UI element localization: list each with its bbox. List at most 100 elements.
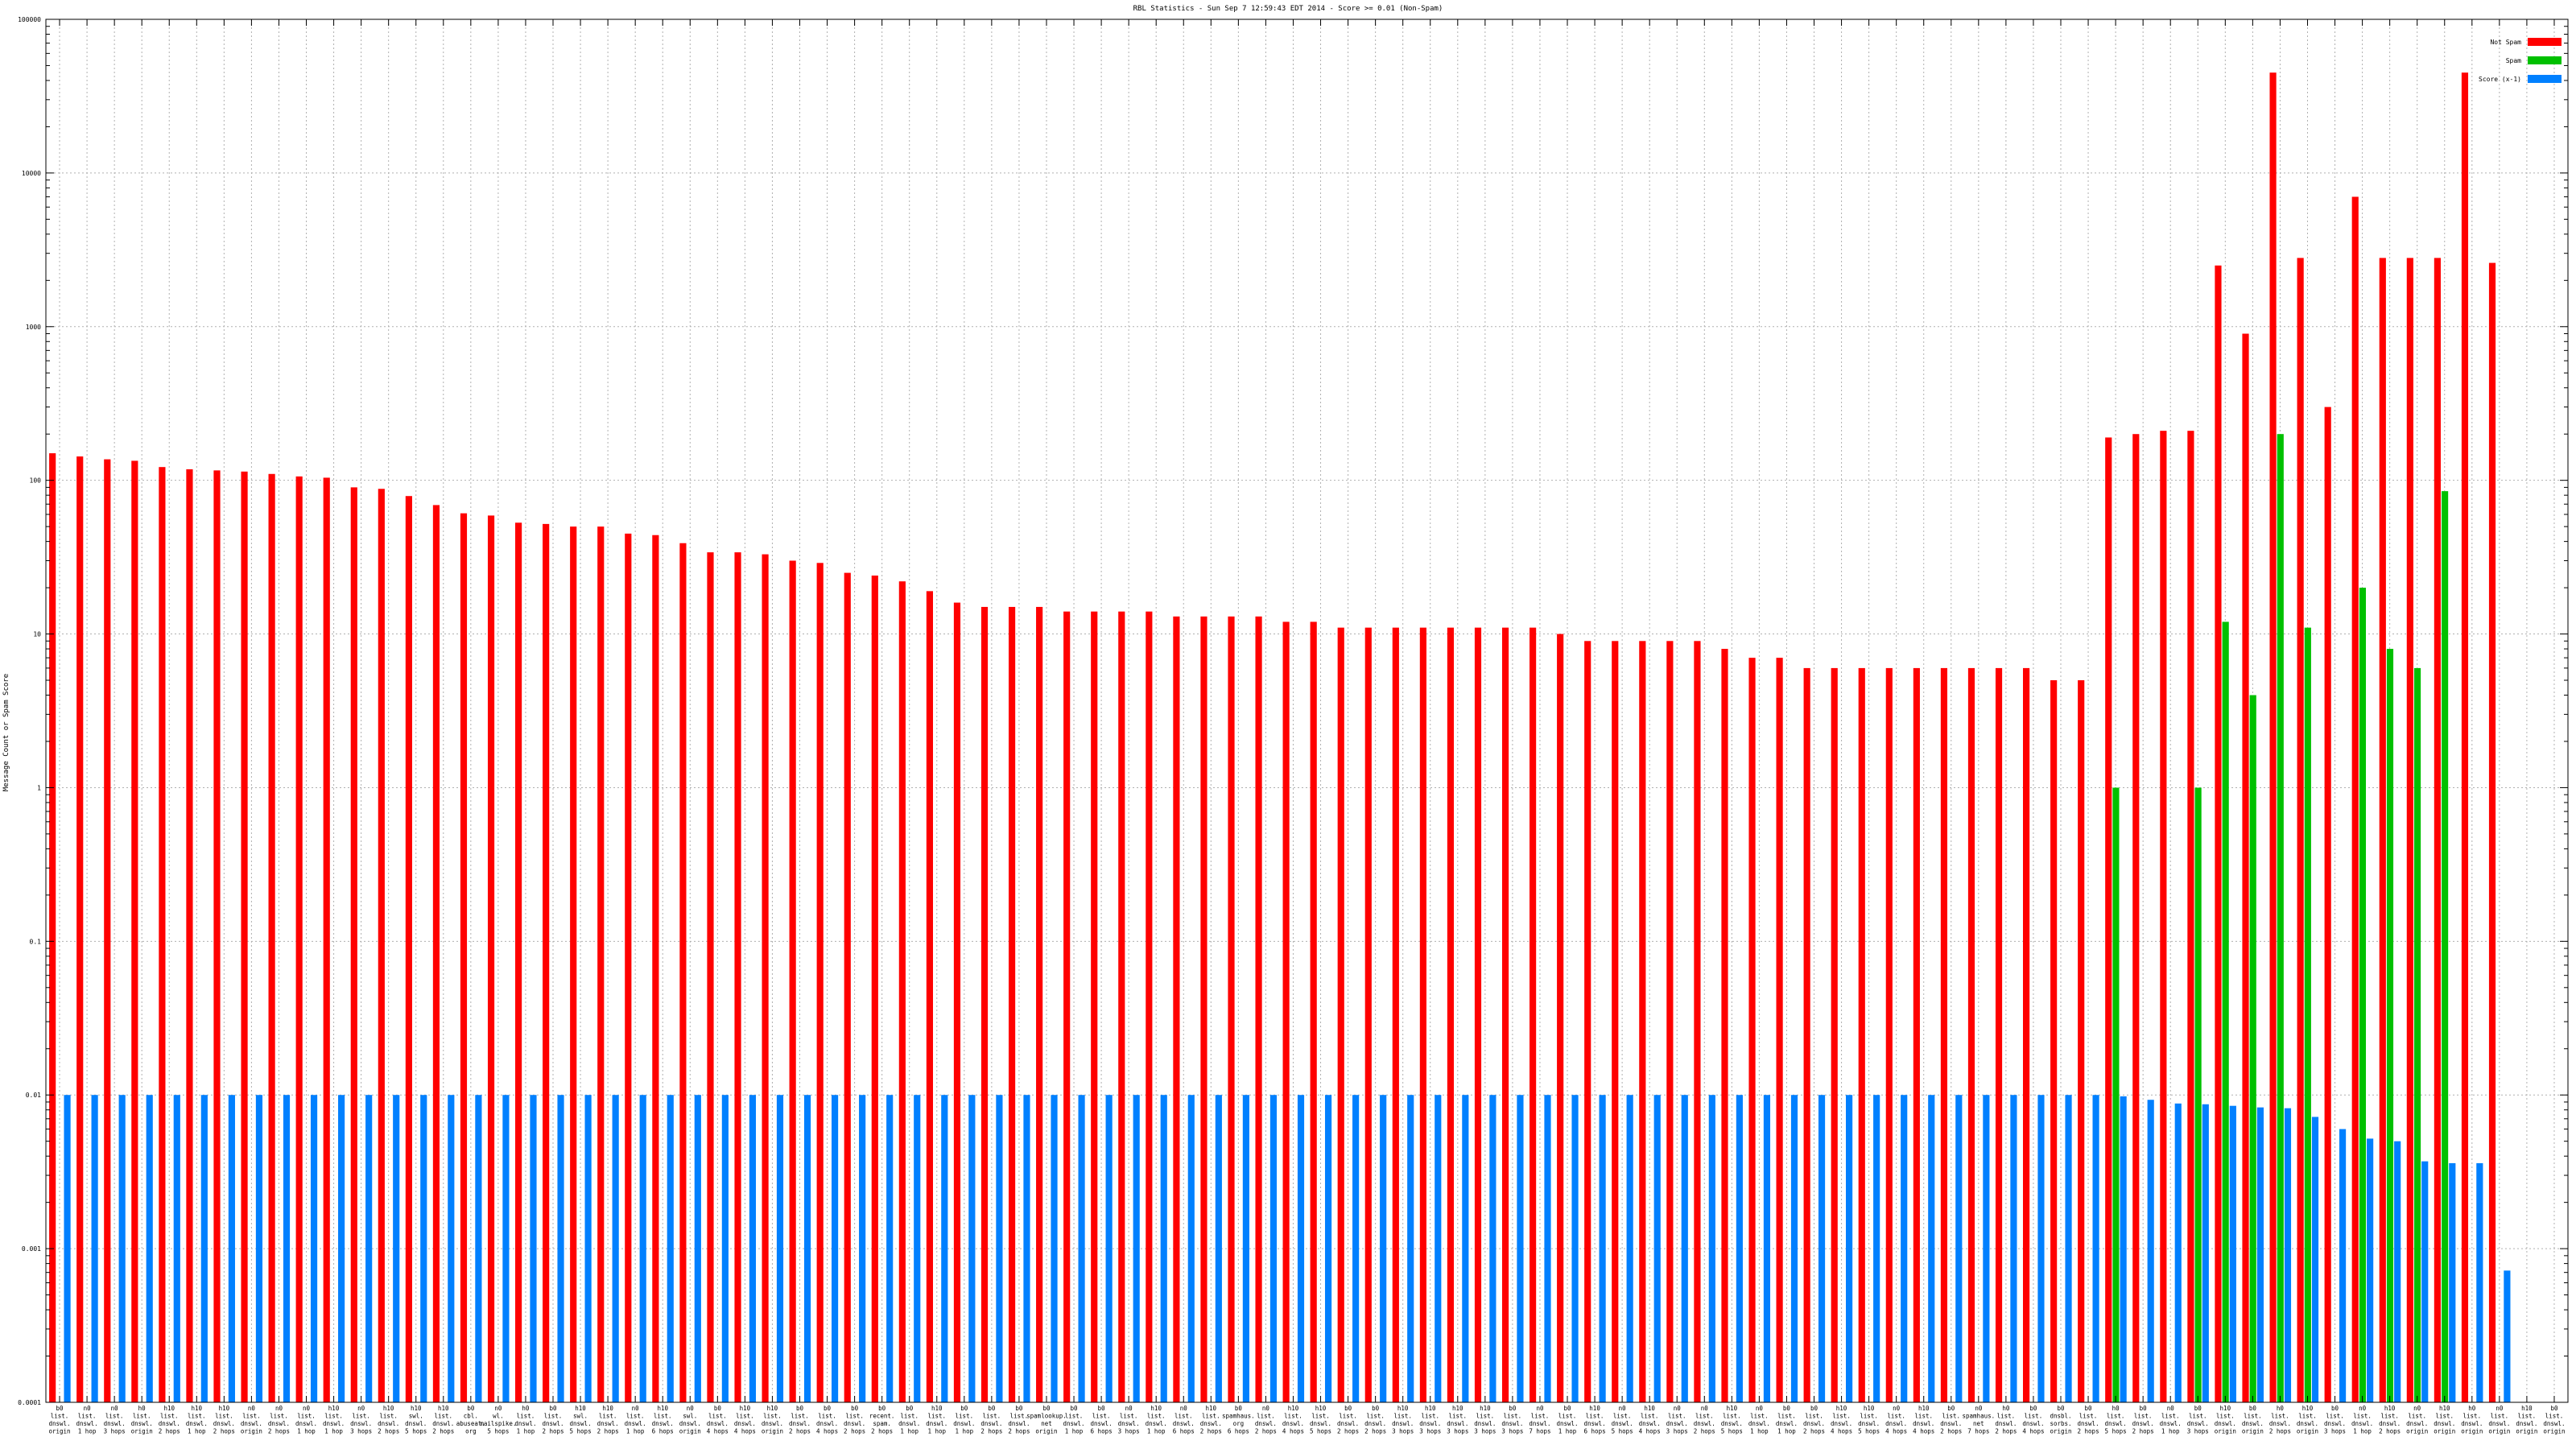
- x-tick-label: dnswl.: [295, 1420, 317, 1427]
- bar-score-x-1: [968, 1095, 976, 1402]
- bar-score-x-1: [1763, 1095, 1771, 1402]
- bar-score-x-1: [2092, 1095, 2099, 1402]
- x-tick-label: 2 hops: [844, 1428, 865, 1435]
- x-tick-label: dnsbl.: [2050, 1413, 2071, 1420]
- bar-not-spam: [159, 467, 166, 1402]
- x-tick-label: n0: [1536, 1405, 1544, 1412]
- bar-score-x-1: [1407, 1095, 1414, 1402]
- x-tick-label: dnswl.: [1173, 1420, 1195, 1427]
- x-tick-label: list.: [2463, 1413, 2482, 1420]
- bar-score-x-1: [228, 1095, 235, 1402]
- bar-not-spam: [1392, 627, 1399, 1402]
- bar-not-spam: [597, 526, 605, 1403]
- x-tick-label: 2 hops: [1008, 1428, 1030, 1435]
- x-tick-label: 2 hops: [1940, 1428, 1962, 1435]
- x-tick-label: 2 hops: [1255, 1428, 1277, 1435]
- x-tick-label: 2 hops: [1337, 1428, 1359, 1435]
- bar-score-x-1: [420, 1095, 427, 1402]
- bar-score-x-1: [1023, 1095, 1030, 1402]
- x-tick-label: n0: [248, 1405, 256, 1412]
- x-tick-label: b0: [549, 1405, 557, 1412]
- bar-score-x-1: [91, 1095, 98, 1402]
- bar-not-spam: [734, 552, 741, 1403]
- x-tick-label: dnswl.: [514, 1420, 536, 1427]
- x-tick-label: h10: [2220, 1405, 2231, 1412]
- x-tick-label: h10: [657, 1405, 668, 1412]
- bar-not-spam: [295, 476, 303, 1402]
- x-tick-label: 3 hops: [1447, 1428, 1468, 1435]
- x-tick-label: 4 hops: [1885, 1428, 1907, 1435]
- x-tick-label: list.: [2380, 1413, 2399, 1420]
- bar-score-x-1: [1352, 1095, 1360, 1402]
- x-tick-label: dnswl.: [1474, 1420, 1496, 1427]
- x-tick-label: n0: [1262, 1405, 1270, 1412]
- x-tick-label: h10: [602, 1405, 613, 1412]
- y-axis-ticks: 0.0001 0.001 0.01 0.1 1 10 100 1000 10000 100000: [18, 16, 41, 1406]
- x-tick-label: list.: [1805, 1413, 1823, 1420]
- x-tick-label: dnswl.: [1776, 1420, 1798, 1427]
- x-tick-label: 5 hops: [570, 1428, 592, 1435]
- bar-score-x-1: [448, 1095, 455, 1402]
- bar-score-x-1: [1736, 1095, 1743, 1402]
- x-tick-label: 2 hops: [542, 1428, 564, 1435]
- x-tick-label: dnswl.: [323, 1420, 345, 1427]
- y-tick-label: 10000: [22, 170, 41, 177]
- x-tick-label: list.: [2326, 1413, 2344, 1420]
- x-tick-label: list.: [324, 1413, 343, 1420]
- x-tick-label: b0: [1042, 1405, 1051, 1412]
- bar-score-x-1: [2284, 1108, 2292, 1402]
- x-tick-label: dnswl.: [2379, 1420, 2401, 1427]
- x-tick-label: list.: [297, 1413, 316, 1420]
- bar-not-spam: [1419, 627, 1426, 1402]
- bar-score-x-1: [2504, 1270, 2511, 1402]
- x-tick-label: net: [1041, 1420, 1052, 1427]
- x-tick-label: list.: [763, 1413, 782, 1420]
- x-tick-label: dnswl.: [734, 1420, 756, 1427]
- bar-score-x-1: [721, 1095, 729, 1402]
- bar-spam: [2194, 787, 2202, 1402]
- bar-not-spam: [1940, 667, 1948, 1402]
- x-tick-label: list.: [927, 1413, 946, 1420]
- x-tick-label: dnswl.: [816, 1420, 838, 1427]
- x-tick-label: h10: [1480, 1405, 1491, 1412]
- x-tick-label: 1 hop: [517, 1428, 535, 1435]
- bar-not-spam: [1530, 627, 1537, 1402]
- x-tick-label: list.: [1997, 1413, 2016, 1420]
- x-tick-label: dnswl.: [2434, 1420, 2455, 1427]
- x-tick-label: origin: [48, 1428, 70, 1435]
- x-tick-label: 3 hops: [1501, 1428, 1523, 1435]
- x-tick-label: dnswl.: [1392, 1420, 1414, 1427]
- x-tick-label: 3 hops: [1118, 1428, 1140, 1435]
- bar-spam: [2222, 621, 2229, 1402]
- x-tick-label: dnswl.: [432, 1420, 454, 1427]
- x-tick-label: h10: [1397, 1405, 1409, 1412]
- bar-spam: [2442, 491, 2449, 1402]
- x-tick-label: b0: [2249, 1405, 2257, 1412]
- y-tick-label: 1000: [26, 324, 41, 331]
- x-tick-label: list.: [544, 1413, 563, 1420]
- bar-score-x-1: [1928, 1095, 1935, 1402]
- x-tick-label: h10: [1150, 1405, 1162, 1412]
- x-tick-label: list.: [1832, 1413, 1851, 1420]
- bar-score-x-1: [1653, 1095, 1661, 1402]
- x-tick-label: dnswl.: [2269, 1420, 2291, 1427]
- x-tick-label: list.: [1942, 1413, 1960, 1420]
- x-tick-label: b0: [467, 1405, 475, 1412]
- y-tick-label: 1: [37, 784, 41, 791]
- bar-score-x-1: [612, 1095, 619, 1402]
- x-tick-label: b0: [2057, 1405, 2065, 1412]
- x-tick-label: list.: [379, 1413, 398, 1420]
- y-tick-label: 10: [33, 631, 41, 638]
- x-tick-label: b0: [2331, 1405, 2339, 1412]
- bar-not-spam: [350, 487, 357, 1402]
- x-tick-label: swl.: [683, 1413, 697, 1420]
- x-tick-label: b0: [2550, 1405, 2558, 1412]
- x-tick-label: dnswl.: [159, 1420, 180, 1427]
- x-tick-label: 1 hop: [1777, 1428, 1796, 1435]
- bar-not-spam: [2406, 258, 2413, 1402]
- x-tick-label: list.: [1531, 1413, 1550, 1420]
- x-tick-label: 6 hops: [1173, 1428, 1195, 1435]
- x-tick-label: h10: [383, 1405, 394, 1412]
- x-tick-label: h10: [2302, 1405, 2314, 1412]
- x-tick-label: dnswl.: [625, 1420, 646, 1427]
